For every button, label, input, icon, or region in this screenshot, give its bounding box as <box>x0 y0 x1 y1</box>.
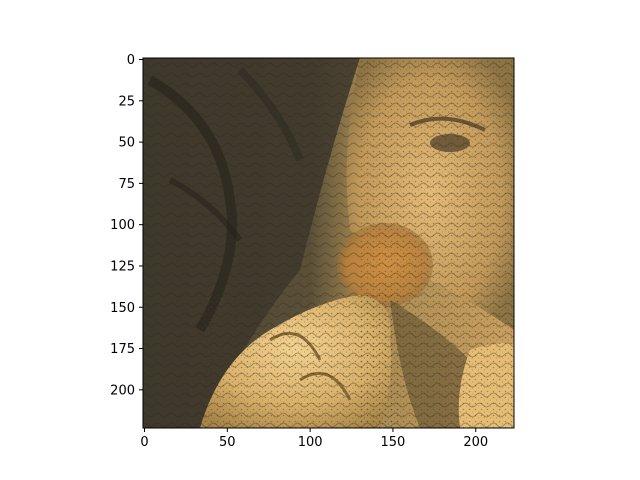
y-axis: 0 25 50 75 100 125 150 175 200 <box>110 53 143 398</box>
y-tick-label: 125 <box>110 259 135 274</box>
x-axis: 0 50 100 150 200 <box>140 428 488 450</box>
x-tick-label: 150 <box>381 435 406 450</box>
y-tick-label: 175 <box>110 342 135 357</box>
x-tick-label: 50 <box>219 435 236 450</box>
x-tick-label: 200 <box>463 435 488 450</box>
y-tick-label: 0 <box>127 53 135 68</box>
y-tick-label: 150 <box>110 301 135 316</box>
y-tick-label: 25 <box>118 94 135 109</box>
plot-frame <box>142 57 515 429</box>
y-tick-label: 100 <box>110 218 135 233</box>
x-tick-label: 100 <box>298 435 323 450</box>
y-tick-label: 75 <box>118 177 135 192</box>
y-tick-label: 200 <box>110 383 135 398</box>
x-tick-label: 0 <box>140 435 148 450</box>
y-tick-label: 50 <box>118 136 135 151</box>
heatmap-image <box>143 58 514 428</box>
